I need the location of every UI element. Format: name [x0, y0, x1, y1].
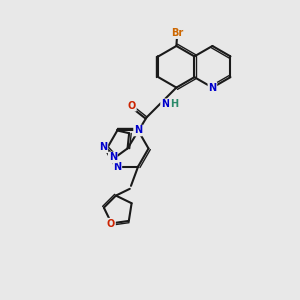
Text: Br: Br	[171, 28, 183, 38]
Text: N: N	[208, 82, 217, 93]
Text: N: N	[161, 99, 169, 109]
Text: O: O	[107, 219, 115, 229]
Text: N: N	[134, 125, 142, 136]
Text: N: N	[113, 161, 122, 172]
Text: H: H	[170, 99, 178, 109]
Text: N: N	[99, 142, 107, 152]
Text: O: O	[128, 101, 136, 111]
Text: N: N	[109, 152, 117, 162]
